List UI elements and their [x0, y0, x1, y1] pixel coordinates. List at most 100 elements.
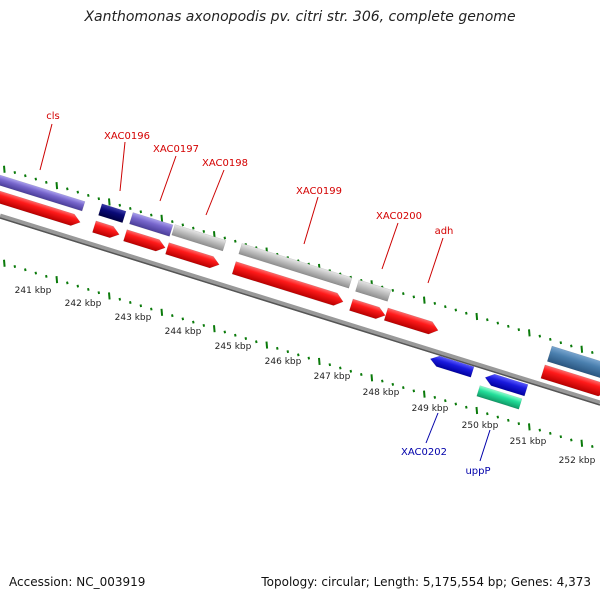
genome-backbone	[0, 213, 600, 406]
outer-minor-tick	[34, 177, 38, 181]
outer-minor-tick	[496, 321, 500, 325]
gene-label-xac0196: XAC0196	[104, 131, 150, 142]
scale-label-244: 244 kbp	[165, 327, 202, 337]
outer-minor-tick	[559, 341, 563, 345]
gene-xac0196	[98, 203, 127, 224]
inner-minor-tick	[13, 265, 17, 269]
gene-features	[0, 171, 600, 410]
outer-major-tick	[3, 165, 6, 173]
scale-label-247: 247 kbp	[314, 372, 351, 382]
gene-xac0198	[171, 224, 227, 252]
outer-minor-tick	[507, 324, 510, 328]
inner-minor-tick	[570, 438, 573, 442]
genome-title: Xanthomonas axonopodis pv. citri str. 30…	[84, 9, 516, 25]
outer-minor-tick	[223, 236, 227, 240]
inner-minor-tick	[286, 350, 290, 354]
outer-minor-tick	[454, 308, 458, 312]
outer-minor-tick	[171, 220, 174, 224]
inner-minor-tick	[538, 428, 542, 432]
inner-minor-tick	[444, 399, 447, 403]
outer-major-tick	[160, 214, 164, 222]
inner-minor-tick	[465, 405, 468, 409]
outer-minor-tick	[13, 171, 17, 175]
scale-label-249: 249 kbp	[412, 404, 449, 414]
gene-cls	[0, 171, 86, 212]
inner-minor-tick	[402, 386, 405, 390]
gene-uppp	[476, 385, 523, 410]
outer-minor-tick	[591, 351, 594, 354]
inner-minor-tick	[202, 323, 206, 327]
inner-minor-tick	[391, 382, 395, 386]
inner-minor-tick	[339, 366, 342, 370]
leader-xac0200	[381, 222, 399, 270]
inner-major-tick	[160, 308, 164, 316]
gene-xac0197	[129, 212, 174, 237]
outer-minor-tick	[192, 226, 195, 230]
outer-minor-tick	[45, 180, 48, 184]
outer-major-tick	[528, 329, 531, 337]
scale-label-243: 243 kbp	[115, 313, 152, 323]
cds-right-edge	[540, 364, 600, 397]
leader-xac0198	[205, 169, 225, 216]
leader-adh	[427, 237, 444, 284]
inner-major-tick	[318, 357, 321, 366]
gene-label-xac0200: XAC0200	[376, 211, 422, 222]
outer-minor-tick	[76, 190, 80, 194]
outer-minor-tick	[87, 193, 90, 197]
outer-minor-tick	[24, 174, 27, 178]
scale-label-241: 241 kbp	[15, 286, 52, 296]
gene-label-xac0198: XAC0198	[202, 158, 248, 169]
cds-xac0200	[349, 298, 386, 319]
inner-minor-tick	[517, 422, 521, 426]
outer-minor-tick	[412, 295, 416, 299]
inner-minor-tick	[45, 274, 48, 278]
inner-minor-tick	[496, 415, 500, 419]
outer-major-tick	[475, 312, 479, 321]
outer-major-tick	[423, 296, 426, 304]
gene-xac0199	[238, 243, 353, 289]
gene-xac0200	[355, 279, 392, 302]
outer-major-tick	[55, 182, 59, 190]
scale-label-248: 248 kbp	[363, 388, 400, 398]
inner-minor-tick	[349, 369, 353, 373]
inner-minor-tick	[150, 307, 153, 311]
inner-major-tick	[580, 439, 584, 447]
leader-xac0197	[159, 155, 177, 202]
leader-cls	[39, 123, 53, 171]
gene-label-xac0202: XAC0202	[401, 447, 447, 458]
outer-minor-tick	[486, 318, 489, 322]
inner-minor-tick	[360, 373, 363, 376]
inner-major-tick	[55, 276, 59, 284]
outer-minor-tick	[139, 210, 143, 214]
inner-minor-tick	[76, 284, 80, 288]
outer-minor-tick	[150, 213, 153, 217]
leader-uppp	[479, 429, 491, 462]
outer-minor-tick	[433, 301, 437, 305]
outer-minor-tick	[465, 311, 468, 315]
gene-label-cls: cls	[46, 111, 60, 122]
inner-minor-tick	[591, 445, 594, 448]
outer-minor-tick	[517, 328, 521, 332]
gene-label-adh: adh	[435, 226, 454, 237]
inner-minor-tick	[507, 418, 510, 422]
inner-minor-tick	[412, 389, 416, 393]
cds-xac0196	[92, 220, 120, 239]
inner-minor-tick	[255, 340, 258, 344]
scale-label-251: 251 kbp	[510, 437, 547, 447]
gene-label-xac0197: XAC0197	[153, 144, 199, 155]
scale-label-252: 252 kbp	[559, 456, 596, 466]
gene-label-uppp: uppP	[465, 466, 490, 477]
inner-minor-tick	[24, 268, 27, 272]
outer-minor-tick	[444, 305, 447, 309]
cds-xac0198	[165, 242, 220, 269]
inner-major-tick	[475, 406, 479, 415]
leader-xac0202	[425, 412, 439, 444]
inner-minor-tick	[87, 287, 90, 291]
outer-minor-tick	[181, 223, 185, 227]
scale-label-242: 242 kbp	[65, 299, 102, 309]
inner-minor-tick	[66, 281, 69, 285]
outer-minor-tick	[118, 203, 122, 207]
inner-tick-track	[3, 259, 594, 448]
inner-minor-tick	[34, 271, 38, 275]
inner-major-tick	[423, 390, 426, 398]
